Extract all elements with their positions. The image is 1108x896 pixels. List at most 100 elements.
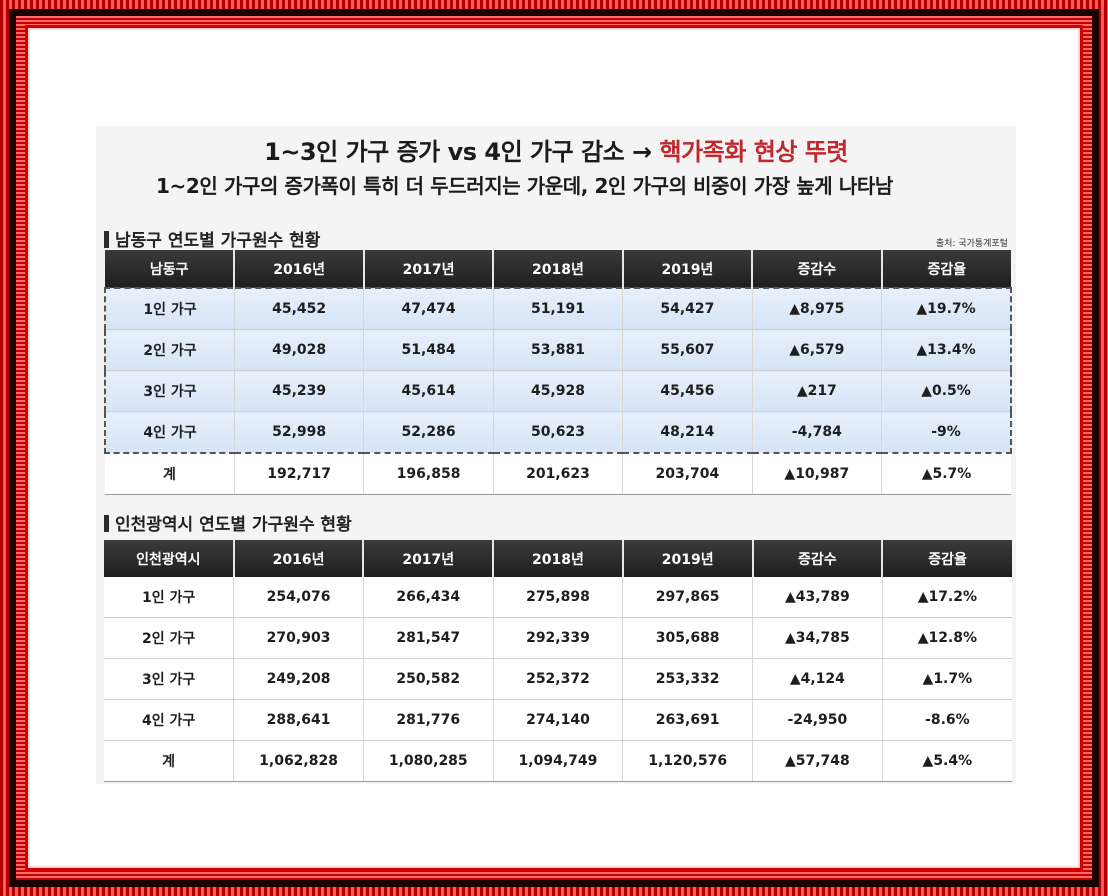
table-cell: 297,865 — [622, 577, 753, 618]
table-row: 1인 가구 45,452 47,474 51,191 54,427 ▲8,975… — [103, 287, 1013, 330]
table2-header: 증감율 — [881, 540, 1012, 577]
table2-header: 2016년 — [232, 540, 364, 577]
table1-title-text: 남동구 연도별 가구원수 현황 — [115, 231, 321, 251]
table-cell: ▲10,987 — [751, 453, 882, 495]
table-cell: 203,704 — [622, 453, 753, 495]
table-cell: ▲13.4% — [881, 329, 1013, 371]
headline-accent: 핵가족화 현상 뚜렷 — [659, 138, 849, 166]
table-cell: 51,484 — [363, 329, 494, 371]
table-cell: ▲5.7% — [881, 453, 1011, 495]
table-cell: ▲17.2% — [881, 577, 1012, 618]
table-cell: 3인 가구 — [103, 370, 235, 412]
table1-title: 남동구 연도별 가구원수 현황 — [104, 226, 320, 251]
table-cell: ▲1.7% — [881, 658, 1012, 700]
table2-header: 증감수 — [751, 540, 883, 577]
table-row: 4인 가구 288,641 281,776 274,140 263,691 -2… — [104, 699, 1012, 741]
headline-sub: 1~2인 가구의 증가폭이 특히 더 두드러지는 가운데, 2인 가구의 비중이… — [156, 174, 893, 198]
table-cell: 281,547 — [362, 617, 494, 659]
table1-header: 2016년 — [233, 250, 364, 288]
table-cell: 1,120,576 — [622, 740, 753, 782]
table2-header: 2018년 — [492, 540, 623, 577]
table-cell: -24,950 — [752, 699, 883, 741]
table-cell: 1,094,749 — [492, 740, 623, 782]
table-cell: 2인 가구 — [103, 329, 235, 371]
table-cell: 266,434 — [362, 577, 494, 618]
table-cell: 52,998 — [233, 411, 364, 454]
table-cell: ▲4,124 — [752, 658, 883, 700]
table-cell: -8.6% — [881, 699, 1012, 741]
table-cell: 48,214 — [622, 411, 753, 454]
table1-header-row: 남동구 2016년 2017년 2018년 2019년 증감수 증감율 — [105, 250, 1011, 288]
source-note: 출처: 국가통계포털 — [935, 239, 1008, 249]
table-row: 4인 가구 52,998 52,286 50,623 48,214 -4,784… — [103, 411, 1013, 454]
table-cell: 1인 가구 — [104, 577, 234, 618]
table-cell: 45,452 — [233, 287, 364, 330]
table-cell: 45,456 — [622, 370, 753, 412]
table-cell: 1,062,828 — [233, 740, 364, 782]
table-cell: -9% — [881, 411, 1013, 454]
table-cell: 201,623 — [492, 453, 623, 495]
table-cell: 계 — [104, 740, 234, 782]
table-cell: 계 — [105, 453, 235, 495]
table2-title: 인천광역시 연도별 가구원수 현황 — [104, 510, 352, 535]
table-cell: 45,928 — [492, 370, 623, 412]
table1-header: 2018년 — [492, 250, 623, 288]
table2-header-row: 인천광역시 2016년 2017년 2018년 2019년 증감수 증감율 — [104, 540, 1012, 577]
table-cell: 54,427 — [622, 287, 753, 330]
table-cell: 252,372 — [492, 658, 623, 700]
table-cell: 192,717 — [233, 453, 364, 495]
table-cell: 45,239 — [233, 370, 364, 412]
table-row: 3인 가구 249,208 250,582 252,372 253,332 ▲4… — [104, 658, 1012, 700]
table-cell: 49,028 — [233, 329, 364, 371]
table1-header: 증감율 — [880, 250, 1011, 288]
table-cell: 270,903 — [233, 617, 364, 659]
table-cell: ▲5.4% — [881, 740, 1012, 782]
table-cell: 292,339 — [492, 617, 623, 659]
table-row: 1인 가구 254,076 266,434 275,898 297,865 ▲4… — [104, 577, 1012, 618]
table-cell: 253,332 — [622, 658, 753, 700]
table-cell: 52,286 — [363, 411, 494, 454]
table-cell: ▲8,975 — [751, 287, 882, 330]
table1-header: 증감수 — [751, 250, 882, 288]
table-cell: 3인 가구 — [104, 658, 234, 700]
table-cell: ▲43,789 — [752, 577, 883, 618]
table-cell: 274,140 — [492, 699, 623, 741]
title-bar-icon — [104, 231, 109, 248]
table-cell: ▲217 — [751, 370, 882, 412]
table-total-row: 계 1,062,828 1,080,285 1,094,749 1,120,57… — [104, 740, 1012, 782]
headline-main: 1~3인 가구 증가 vs 4인 가구 감소 → — [264, 138, 660, 166]
table-cell: 45,614 — [363, 370, 494, 412]
table1-header: 2017년 — [362, 250, 494, 288]
table-cell: 288,641 — [233, 699, 364, 741]
headline: 1~3인 가구 증가 vs 4인 가구 감소 → 핵가족화 현상 뚜렷 — [96, 132, 1016, 167]
table-cell: 4인 가구 — [103, 411, 235, 454]
table-cell: 53,881 — [492, 329, 623, 371]
table-cell: ▲12.8% — [881, 617, 1012, 659]
table-cell: 275,898 — [492, 577, 623, 618]
table-cell: ▲34,785 — [752, 617, 883, 659]
table-cell: -4,784 — [751, 411, 882, 454]
table-cell: 51,191 — [492, 287, 623, 330]
table-cell: 196,858 — [363, 453, 494, 495]
table-cell: 263,691 — [622, 699, 753, 741]
table-row: 3인 가구 45,239 45,614 45,928 45,456 ▲217 ▲… — [103, 370, 1013, 412]
table-cell: ▲0.5% — [881, 370, 1013, 412]
table-cell: 50,623 — [492, 411, 623, 454]
table-cell: 1인 가구 — [103, 287, 235, 330]
table-row: 2인 가구 49,028 51,484 53,881 55,607 ▲6,579… — [103, 329, 1013, 371]
title-bar-icon — [104, 515, 109, 532]
infographic: 1~3인 가구 증가 vs 4인 가구 감소 → 핵가족화 현상 뚜렷 1~2인… — [96, 126, 1016, 784]
table-cell: 249,208 — [233, 658, 364, 700]
table-cell: 254,076 — [233, 577, 364, 618]
table-cell: ▲57,748 — [752, 740, 883, 782]
table2-header: 2019년 — [621, 540, 753, 577]
table2-title-text: 인천광역시 연도별 가구원수 현황 — [115, 515, 352, 535]
table2-header: 인천광역시 — [104, 540, 234, 577]
table-cell: 305,688 — [622, 617, 753, 659]
table-namdong: 남동구 2016년 2017년 2018년 2019년 증감수 증감율 1인 가… — [103, 250, 1013, 495]
table-incheon: 인천광역시 2016년 2017년 2018년 2019년 증감수 증감율 1인… — [104, 540, 1012, 782]
table2-header: 2017년 — [362, 540, 494, 577]
table-total-row: 계 192,717 196,858 201,623 203,704 ▲10,98… — [105, 453, 1011, 495]
table-cell: 4인 가구 — [104, 699, 234, 741]
table-cell: 55,607 — [622, 329, 753, 371]
